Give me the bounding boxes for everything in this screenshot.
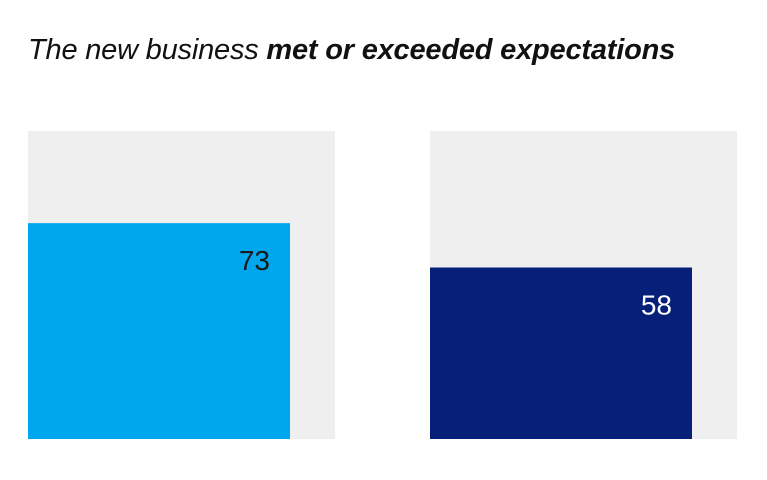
chart-title-regular: The new business [28, 34, 267, 66]
bars-layer: 73 58 [28, 131, 737, 439]
bar-2 [430, 267, 692, 439]
chart-title-emphasis: met or exceeded expectations [266, 34, 676, 66]
bar-value-label-2: 58 [641, 290, 672, 321]
bar-value-label-1: 73 [239, 245, 270, 276]
chart-title: The new business met or exceeded expecta… [28, 30, 675, 70]
bar-1 [28, 223, 290, 439]
